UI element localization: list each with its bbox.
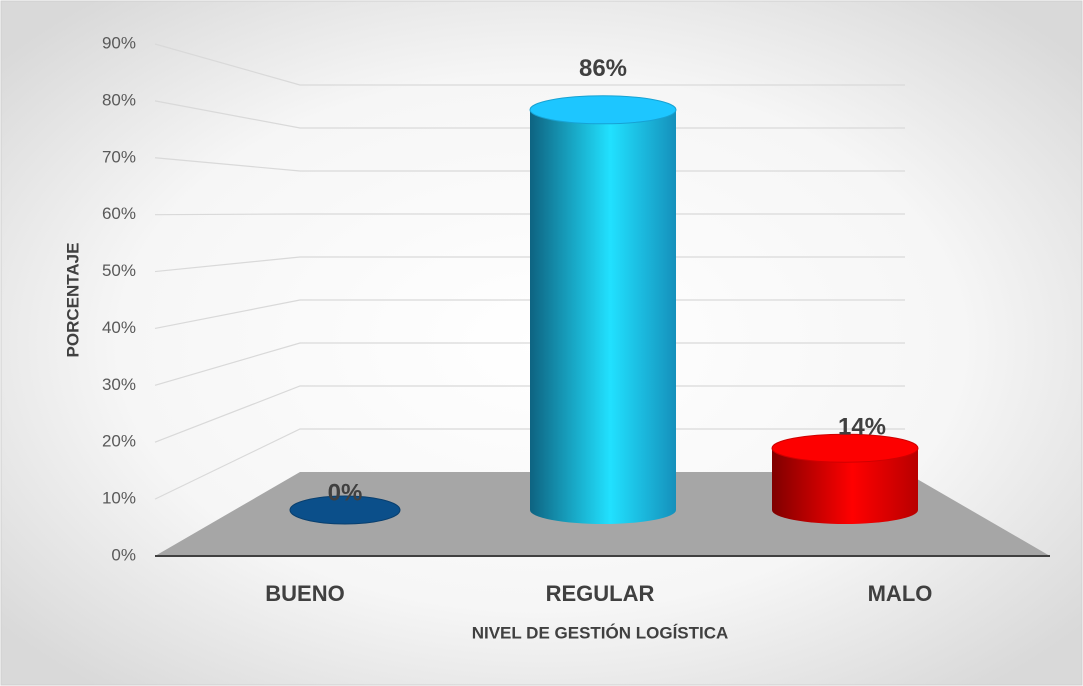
y-tick-label: 30% [102,375,136,394]
bar-top [289,495,401,525]
y-tick-label: 80% [102,90,136,109]
grid-line [154,299,905,330]
y-tick-label: 60% [102,204,136,223]
y-tick-label: 70% [102,147,136,166]
grid-line [154,428,905,500]
x-tick-label: BUENO [265,581,344,606]
grid-line [154,385,905,443]
y-tick-label: 50% [102,261,136,280]
y-axis-title: PORCENTAJE [63,243,82,358]
grid-line [154,100,905,129]
bar [529,95,677,525]
value-label: 0% [328,479,363,506]
grid-line [154,213,905,216]
bar-top [771,433,919,463]
y-tick-label: 0% [111,545,136,564]
bar-body [530,109,676,525]
y-tick-label: 20% [102,432,136,451]
bar-top [529,95,677,125]
x-tick-label: REGULAR [546,581,655,606]
bar [289,495,401,525]
y-tick-label: 40% [102,318,136,337]
y-tick-label: 10% [102,489,136,508]
grid-line [154,43,905,86]
grid-line [154,256,905,273]
x-tick-label: MALO [868,581,933,606]
value-label: 86% [579,55,627,82]
y-tick-label: 90% [102,33,136,52]
x-axis-title: NIVEL DE GESTIÓN LOGÍSTICA [472,623,729,642]
grid-line [154,157,905,172]
bar [771,433,919,524]
grid-line [154,342,905,386]
bar-body [772,448,918,524]
value-label: 14% [838,414,886,441]
